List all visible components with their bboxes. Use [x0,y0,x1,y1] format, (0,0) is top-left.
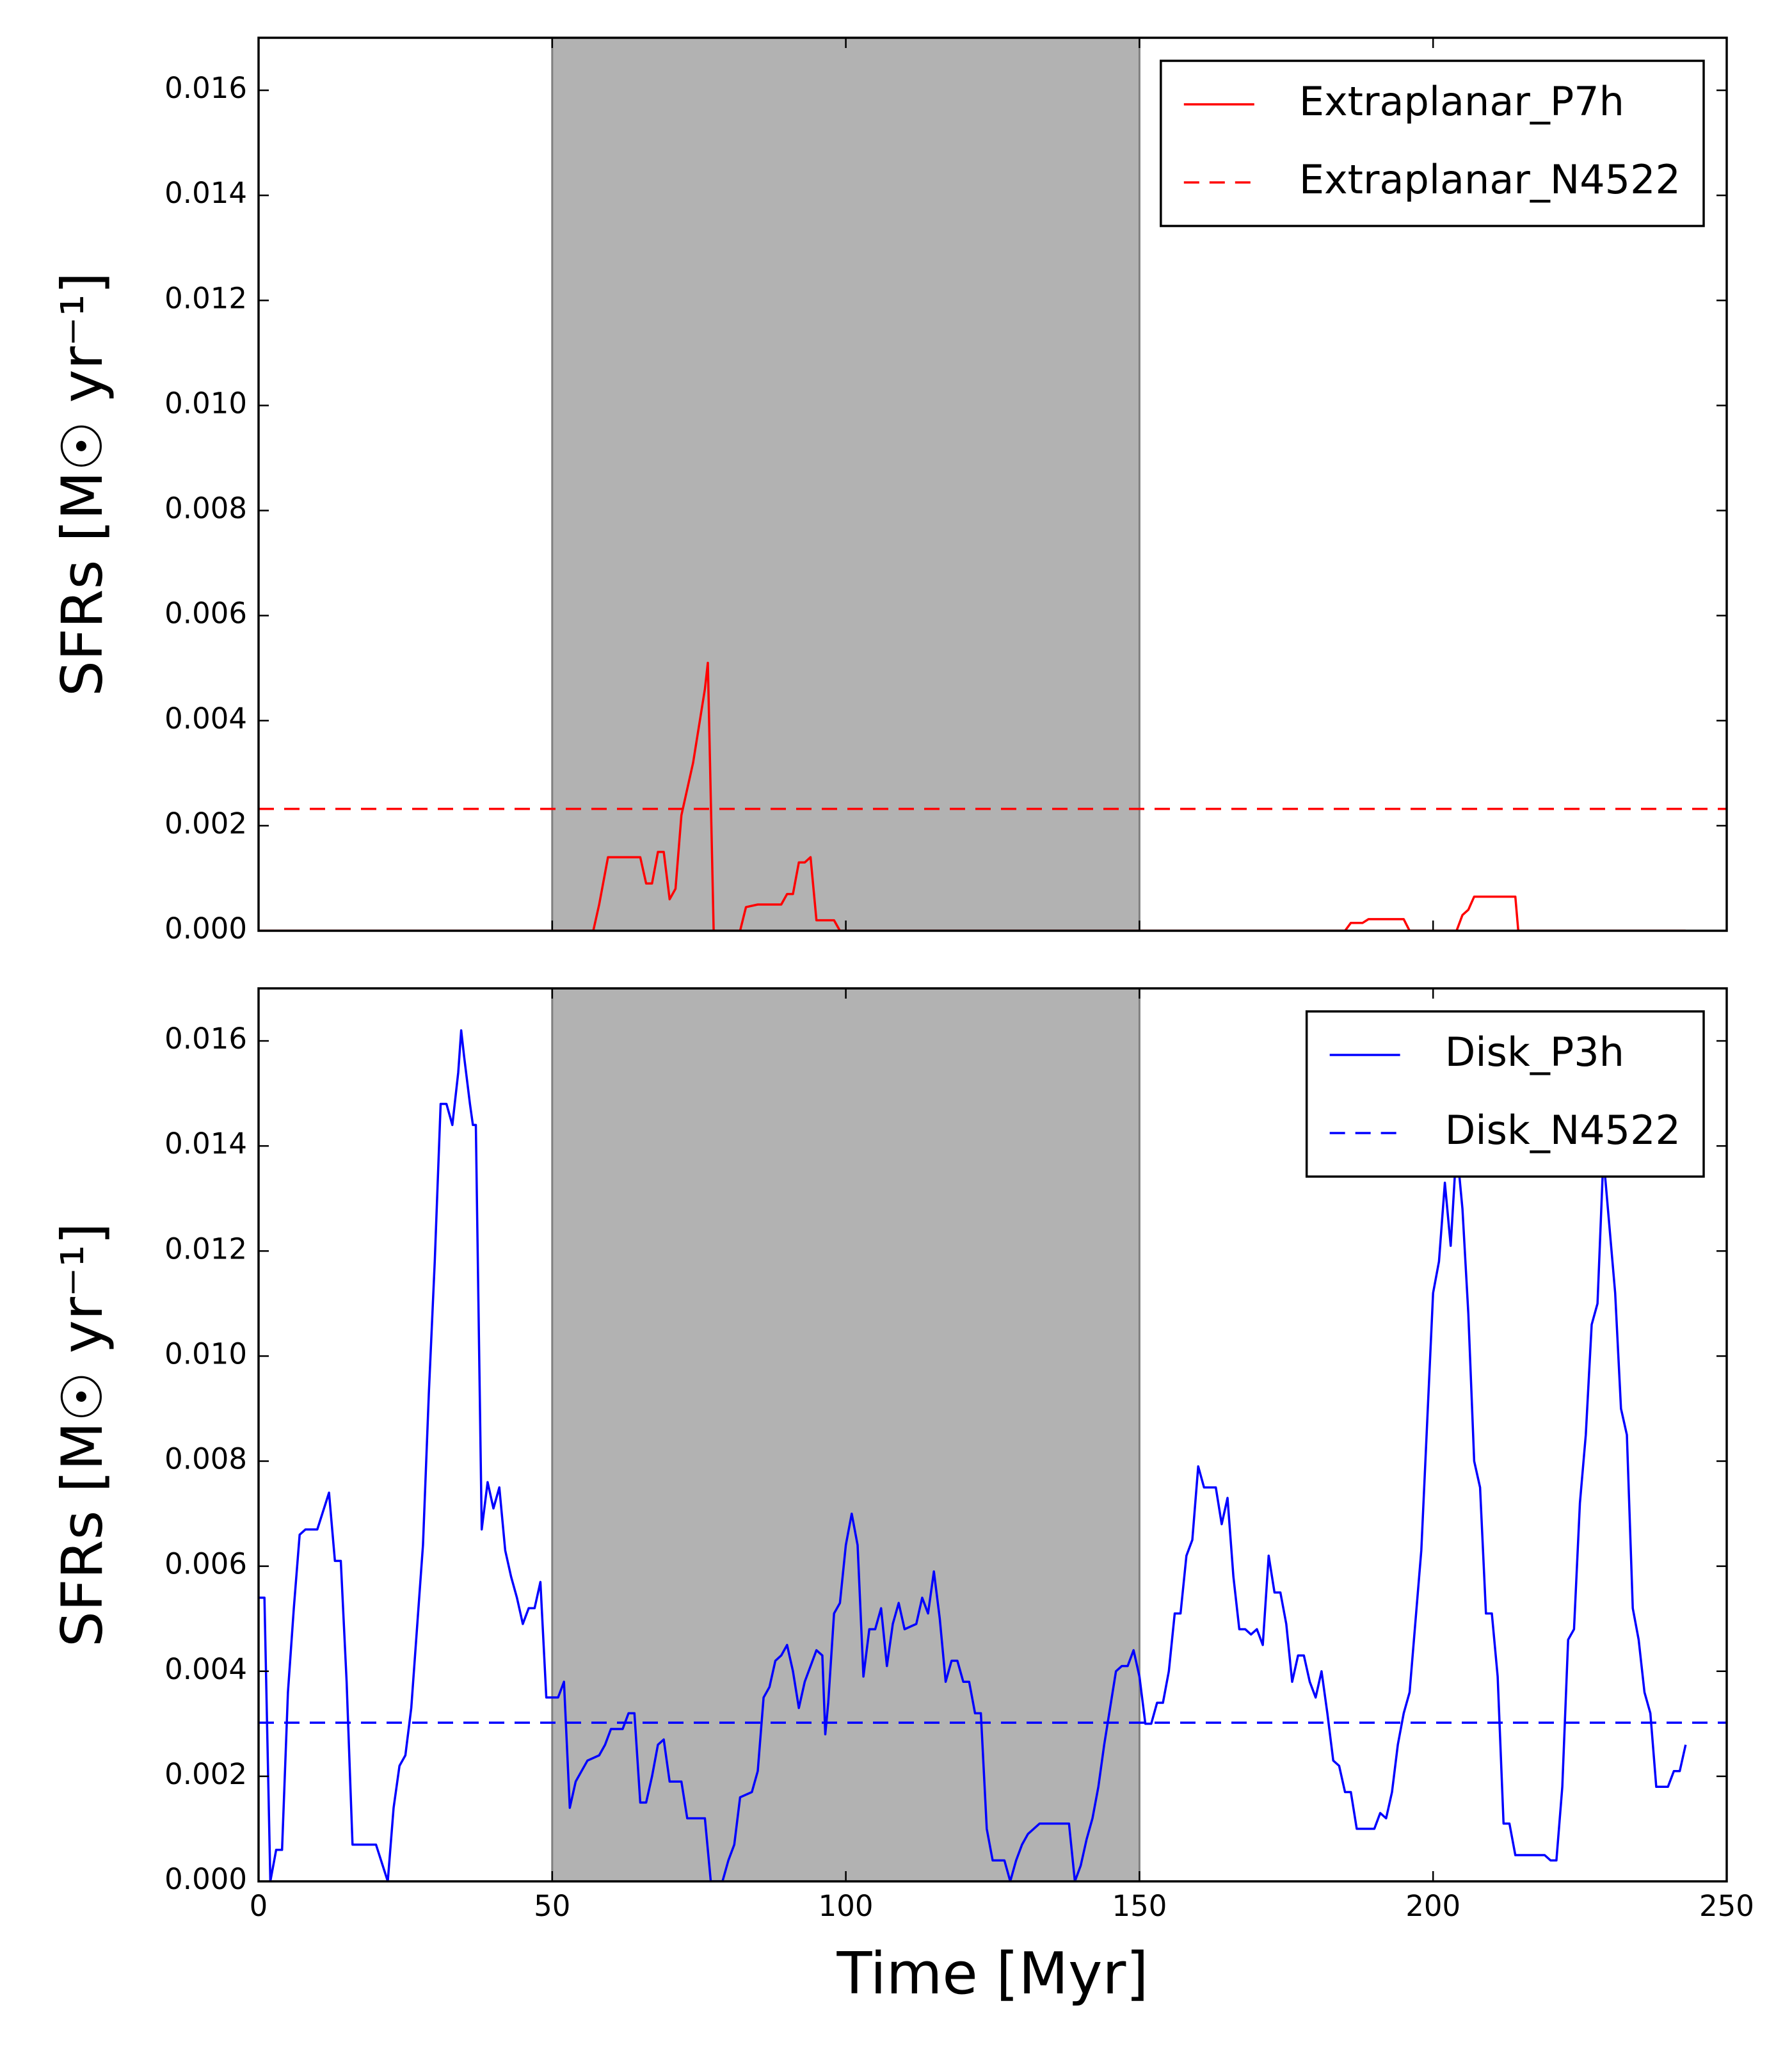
legend-frame [1305,1010,1705,1178]
series-line [259,661,1686,931]
shaded-span [551,987,1140,1883]
y-tick-label: 0.008 [164,492,247,526]
y-tick-label: 0.012 [164,281,247,315]
x-tick-label: 250 [1699,1889,1754,1923]
legend-label: Disk_P3h [1445,1029,1624,1075]
legend-label: Extraplanar_N4522 [1299,156,1681,203]
y-tick-label: 0.014 [164,176,247,210]
x-tick-label: 100 [819,1889,874,1923]
series-line [259,1029,1687,1881]
legend: Extraplanar_P7h Extraplanar_N4522 [1160,60,1705,227]
y-tick-label: 0.002 [164,807,247,841]
y-tick-label: 0.012 [164,1232,247,1266]
legend: Disk_P3h Disk_N4522 [1305,1010,1705,1178]
y-tick-label: 0.006 [164,597,247,631]
y-axis-label: SFRs [M☉ yr⁻¹] [49,272,115,696]
y-tick-label: 0.014 [164,1127,247,1161]
y-tick-label: 0.010 [164,1337,247,1371]
y-tick-label: 0.016 [164,71,247,105]
y-tick-label: 0.000 [164,912,247,945]
y-tick-label: 0.004 [164,702,247,736]
plot-frame [257,987,1728,1883]
plot-area [259,1029,1727,1881]
y-tick-label: 0.008 [164,1442,247,1476]
y-tick-label: 0.002 [164,1757,247,1791]
x-tick-label: 200 [1405,1889,1460,1923]
legend-frame [1160,60,1705,227]
x-tick-label: 0 [250,1889,268,1923]
x-tick-label: 150 [1112,1889,1167,1923]
y-tick-label: 0.016 [164,1022,247,1056]
legend-label: Extraplanar_P7h [1299,78,1624,125]
y-tick-label: 0.006 [164,1547,247,1581]
x-tick-label: 50 [534,1889,570,1923]
y-tick-label: 0.004 [164,1652,247,1686]
y-tick-label: 0.010 [164,386,247,420]
legend-label: Disk_N4522 [1445,1107,1681,1154]
plot-frame [257,36,1728,932]
y-axis-label: SFRs [M☉ yr⁻¹] [49,1223,115,1647]
plot-area [259,661,1727,931]
x-axis-label: Time [Myr] [836,1940,1148,2007]
y-tick-label: 0.000 [164,1862,247,1896]
shaded-span [551,36,1140,932]
